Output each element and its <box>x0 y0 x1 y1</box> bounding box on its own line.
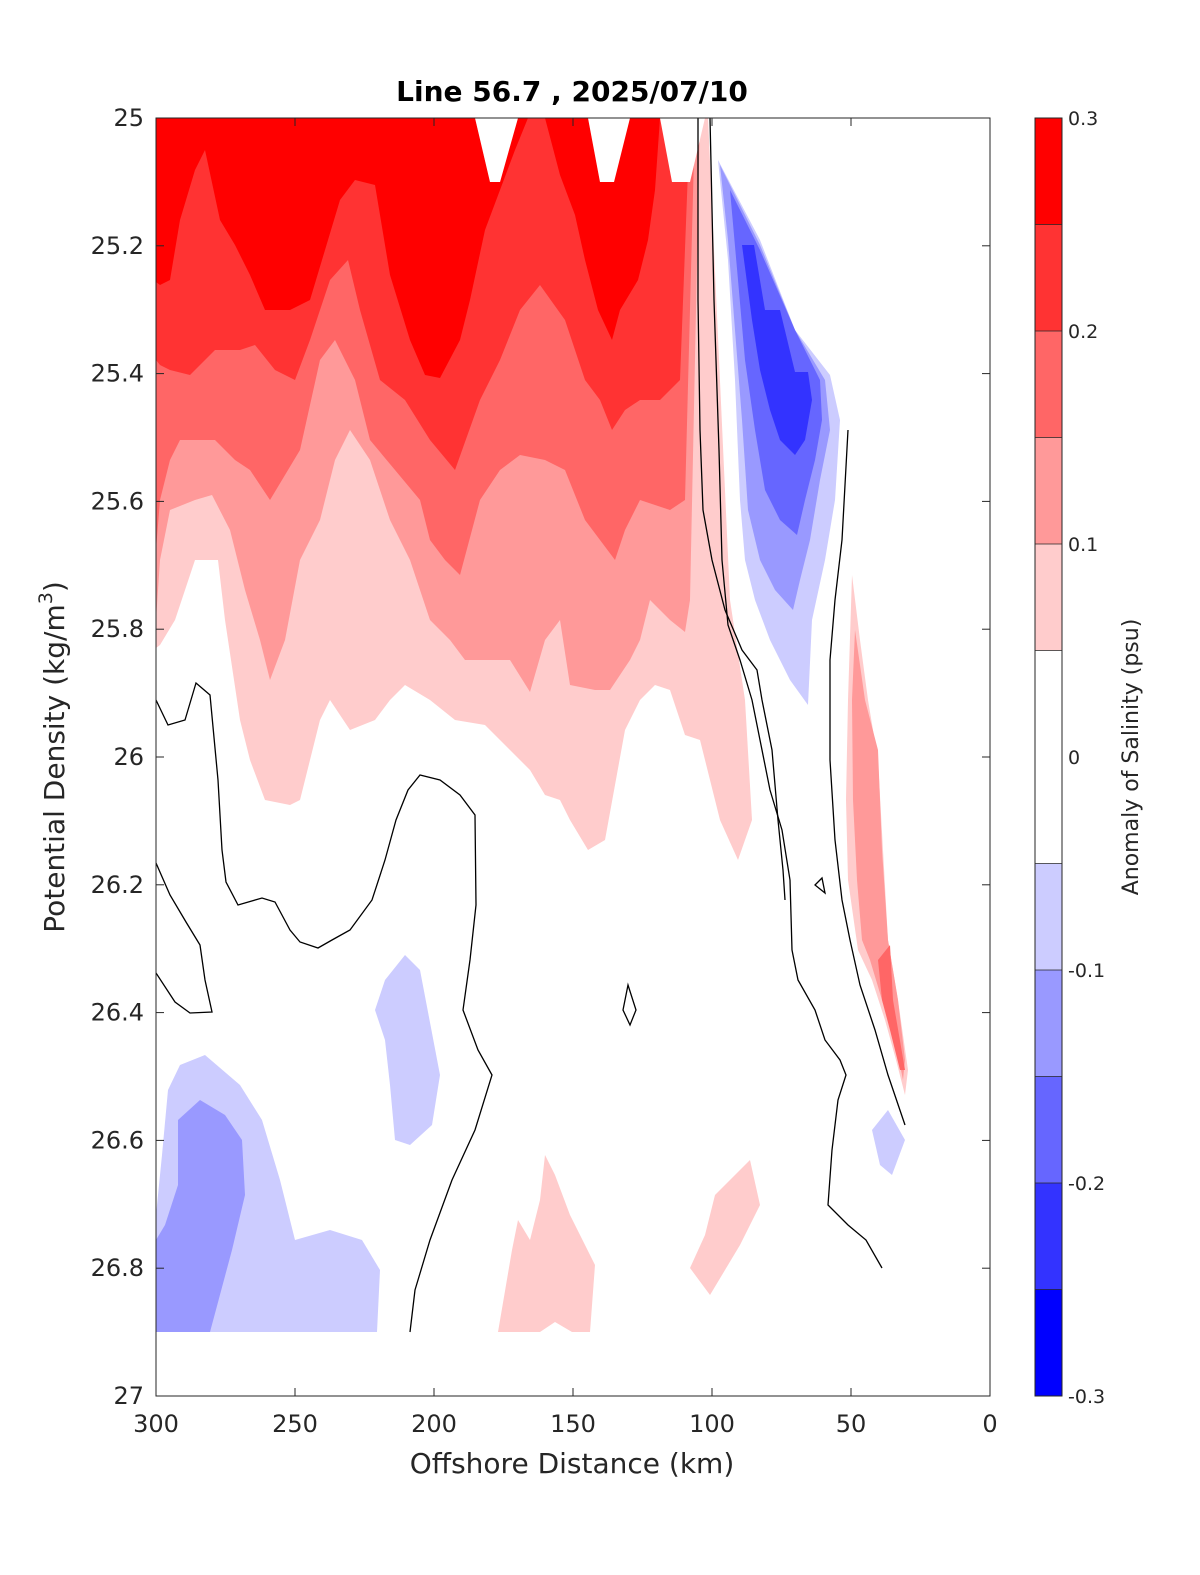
x-tick-label: 300 <box>133 1410 179 1438</box>
colorbar-segment <box>1035 331 1062 438</box>
zero-contour-lines <box>156 118 906 1333</box>
colorbar-segment <box>1035 1183 1062 1290</box>
colorbar-segment <box>1035 544 1062 651</box>
y-tick-label: 26.6 <box>91 1126 144 1154</box>
contour-fills <box>156 118 990 1396</box>
y-axis-label-main: Potential Density (kg/m <box>38 604 71 933</box>
x-axis-ticks: 300 250 200 150 100 50 0 <box>133 118 998 1438</box>
y-tick-label: 27 <box>113 1382 144 1410</box>
y-axis-label: Potential Density (kg/m3) <box>35 581 71 933</box>
colorbar-segment <box>1035 863 1062 970</box>
zero-contour-line-coastal-1 <box>709 118 883 1269</box>
y-tick-label: 25 <box>113 104 144 132</box>
zero-contour-line-small-2 <box>814 876 826 895</box>
colorbar-tick-label: 0.3 <box>1068 108 1098 130</box>
colorbar-tick-label: -0.1 <box>1068 960 1105 982</box>
zero-contour-line-coastal-3 <box>829 429 906 1126</box>
y-tick-label: 26 <box>113 743 144 771</box>
colorbar-tick-label: -0.2 <box>1068 1173 1105 1195</box>
chart-title: Line 56.7 , 2025/07/10 <box>396 75 748 108</box>
y-axis-label-superscript: 3 <box>35 592 57 604</box>
contour-fill-pos-near-2 <box>852 630 905 1080</box>
y-axis-label-close: ) <box>38 581 71 592</box>
zero-contour-line-offshore-2 <box>156 862 213 1014</box>
contour-fill-gap-3 <box>660 118 705 182</box>
x-tick-label: 50 <box>836 1410 867 1438</box>
colorbar-segment <box>1035 650 1062 864</box>
y-tick-label: 25.6 <box>91 487 144 515</box>
colorbar-tick-label: 0 <box>1068 747 1080 769</box>
contour-fill-pos-deep-2 <box>690 1160 760 1295</box>
y-tick-label: 25.8 <box>91 615 144 643</box>
colorbar-label: Anomaly of Salinity (psu) <box>1119 619 1144 896</box>
y-tick-label: 25.4 <box>91 360 144 388</box>
zero-contour-line-offshore-1 <box>156 681 493 1333</box>
colorbar-tick-label: 0.1 <box>1068 534 1098 556</box>
colorbar-tick-label: -0.3 <box>1068 1386 1105 1408</box>
colorbar-segment <box>1035 437 1062 544</box>
contour-fill-gap-2 <box>588 118 630 182</box>
contour-fill-gap-1 <box>475 118 518 182</box>
y-tick-label: 26.4 <box>91 999 144 1027</box>
contour-fill-pos-deep-1 <box>498 1155 595 1332</box>
y-tick-label: 26.8 <box>91 1254 144 1282</box>
colorbar-ticks: 0.3 0.2 0.1 0 -0.1 -0.2 -0.3 <box>1068 108 1105 1408</box>
x-tick-label: 200 <box>411 1410 457 1438</box>
y-axis-ticks: 25 25.2 25.4 25.6 25.8 26 26.2 26.4 26.6 26.8 27 <box>91 104 990 1410</box>
contour-fill-neg-deep-2 <box>156 1100 245 1332</box>
contour-fill-neg-deep-3 <box>375 955 440 1145</box>
x-tick-label: 100 <box>689 1410 735 1438</box>
contour-fill-neg-4 <box>742 245 812 455</box>
colorbar-tick-label: 0.2 <box>1068 321 1098 343</box>
x-tick-label: 0 <box>982 1410 997 1438</box>
x-tick-label: 150 <box>550 1410 596 1438</box>
contour-fill-neg-deep-4 <box>872 1110 905 1175</box>
zero-contour-line-coastal-2 <box>697 118 786 901</box>
colorbar-segment <box>1035 1289 1062 1396</box>
colorbar <box>1035 117 1062 1396</box>
colorbar-frame <box>1034 117 1063 1397</box>
zero-contour-line-small <box>622 982 637 1027</box>
colorbar-segment <box>1035 1076 1062 1183</box>
y-tick-label: 25.2 <box>91 232 144 260</box>
no-data-band <box>156 1332 990 1396</box>
y-tick-label: 26.2 <box>91 871 144 899</box>
x-tick-label: 250 <box>272 1410 318 1438</box>
colorbar-segment <box>1035 970 1062 1077</box>
x-axis-label: Offshore Distance (km) <box>410 1447 735 1480</box>
colorbar-segment <box>1035 118 1062 225</box>
colorbar-segment <box>1035 224 1062 331</box>
contour-fill-pos-5 <box>156 118 660 378</box>
contour-fill-pos-near-3 <box>878 945 905 1070</box>
